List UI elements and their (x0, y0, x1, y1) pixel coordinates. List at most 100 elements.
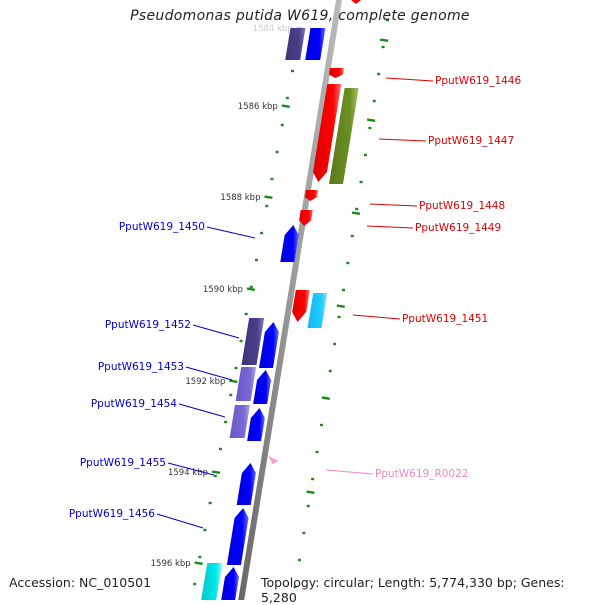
outer-ring-dot (381, 45, 385, 49)
label-leader-line (352, 314, 401, 320)
gene-block-blue[interactable] (305, 28, 326, 60)
inner-ring-dot (208, 501, 212, 505)
gene-pputw619-1446[interactable] (328, 68, 344, 78)
gene-pputw619-1447[interactable] (312, 84, 342, 182)
inner-ring-dot (213, 474, 217, 478)
gene-label-pputw619-1449[interactable]: PputW619_1449 (415, 222, 501, 234)
label-leader-line (192, 324, 240, 339)
inner-ring-dot (275, 150, 279, 154)
major-tick (211, 470, 221, 475)
label-leader-line (366, 225, 414, 229)
outer-ring-dot (363, 153, 367, 157)
gene-pputw619-r0022[interactable] (268, 456, 279, 464)
outer-ring-dot (311, 477, 315, 481)
gene-block-blue-bottom[interactable] (221, 567, 239, 600)
tick-label: 1594 kbp (168, 468, 208, 478)
accession-text: Accession: NC_010501 (9, 575, 152, 590)
gene-block-light-1453[interactable] (235, 367, 257, 401)
label-leader-line (167, 462, 215, 476)
inner-ring-dot (193, 582, 197, 586)
gene-pputw619-1453[interactable] (253, 370, 272, 404)
gene-block-olive[interactable] (329, 88, 359, 184)
gene-pputw619-1454[interactable] (247, 408, 265, 441)
gene-pputw619-1448[interactable] (304, 190, 319, 201)
gene-block-light-1454[interactable] (229, 405, 250, 438)
inner-ring-dot (260, 231, 264, 235)
gene-block-sky[interactable] (307, 293, 328, 328)
outer-ring-dot (385, 18, 389, 22)
gene-label-pputw619-1451[interactable]: PputW619_1451 (402, 313, 488, 325)
outer-ring-dot (302, 531, 306, 535)
outer-ring-dot (377, 72, 381, 76)
gene-pputw619-1451[interactable] (292, 290, 310, 322)
label-leader-line (206, 226, 256, 239)
label-leader-line (325, 469, 374, 475)
inner-ring-dot (234, 366, 238, 370)
tick-label: 1586 kbp (238, 102, 278, 112)
gene-pputw619-1450[interactable] (280, 225, 299, 262)
gene-label-pputw619-1447[interactable]: PputW619_1447 (428, 135, 514, 147)
gene-label-pputw619-r0022[interactable]: PputW619_R0022 (375, 468, 468, 480)
inner-ring-dot (265, 204, 269, 208)
outer-ring-dot (346, 261, 350, 265)
outer-ring-dot (350, 234, 354, 238)
gene-block-dark-1452[interactable] (241, 318, 265, 365)
genome-title: Pseudomonas putida W619, complete genome (130, 8, 470, 24)
gene-label-pputw619-1453[interactable]: PputW619_1453 (98, 361, 184, 373)
inner-ring-dot (229, 393, 233, 397)
tick-label: 1590 kbp (203, 285, 243, 295)
outer-ring-dot (355, 207, 359, 211)
genome-summary: Topology: circular; Length: 5,774,330 bp… (261, 575, 565, 605)
outer-major-tick (351, 211, 361, 216)
outer-ring-dot (359, 180, 363, 184)
inner-ring-dot (218, 447, 222, 451)
outer-major-tick (306, 490, 315, 495)
gene-label-pputw619-1455[interactable]: PputW619_1455 (80, 457, 166, 469)
tick-label: 1592 kbp (185, 377, 225, 387)
tick-label: 1596 kbp (151, 559, 191, 569)
gene-block-red-top (351, 0, 361, 4)
major-tick (264, 195, 273, 200)
gene-label-pputw619-1448[interactable]: PputW619_1448 (419, 200, 505, 212)
label-leader-line (185, 366, 233, 381)
outer-ring-dot (341, 288, 345, 292)
outer-ring-dot (297, 558, 301, 562)
gene-label-pputw619-1452[interactable]: PputW619_1452 (105, 319, 191, 331)
inner-ring-dot (254, 258, 258, 262)
gene-pputw619-1449[interactable] (299, 210, 313, 226)
outer-major-tick (366, 118, 376, 123)
gene-block-cyan[interactable] (201, 563, 223, 600)
gene-pputw619-1452[interactable] (259, 322, 279, 368)
inner-ring-dot (224, 420, 228, 424)
gene-label-pputw619-1446[interactable]: PputW619_1446 (435, 75, 521, 87)
outer-major-tick (336, 304, 345, 309)
outer-ring-dot (372, 99, 376, 103)
inner-ring-dot (203, 528, 207, 532)
major-tick (246, 287, 256, 292)
gene-label-pputw619-1456[interactable]: PputW619_1456 (69, 508, 155, 520)
major-tick (194, 561, 203, 566)
tick-label: 1584 kbp (253, 24, 293, 34)
outer-ring-dot (315, 450, 319, 454)
outer-ring-dot (328, 369, 332, 373)
outer-ring-dot (306, 504, 310, 508)
label-leader-line (378, 138, 427, 142)
inner-ring-dot (198, 555, 202, 559)
outer-ring-dot (293, 585, 297, 589)
inner-ring-dot (239, 339, 243, 343)
inner-ring-dot (285, 96, 289, 100)
outer-ring-dot (319, 423, 323, 427)
gene-pputw619-1456[interactable] (226, 508, 249, 565)
gene-label-pputw619-1450[interactable]: PputW619_1450 (119, 221, 205, 233)
inner-ring-dot (291, 69, 295, 73)
outer-ring-dot (368, 126, 372, 130)
outer-ring-dot (333, 342, 337, 346)
gene-pputw619-1455[interactable] (236, 463, 256, 505)
gene-block-dark[interactable] (285, 28, 306, 60)
outer-ring-dot (337, 315, 341, 319)
gene-label-pputw619-1454[interactable]: PputW619_1454 (91, 398, 177, 410)
tick-label: 1588 kbp (220, 193, 260, 203)
genome-backbone (238, 0, 342, 600)
label-leader-line (156, 513, 204, 529)
